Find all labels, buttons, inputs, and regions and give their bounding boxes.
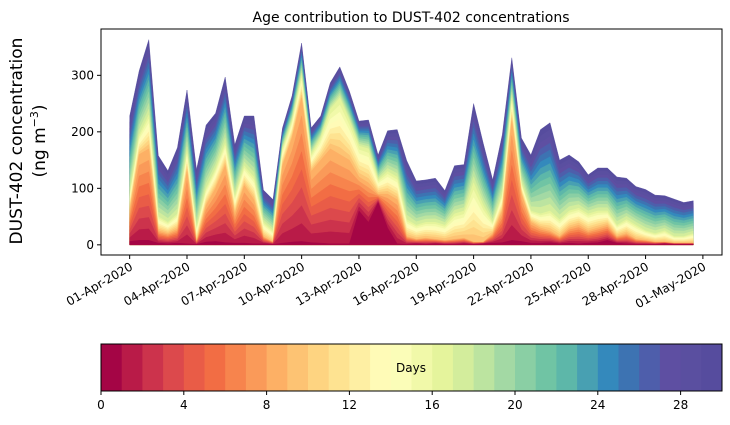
colorbar-band-11: [328, 344, 350, 391]
colorbar: [101, 344, 723, 391]
colorbar-tick-label: 0: [97, 398, 105, 412]
y-tick-label: 0: [86, 238, 94, 252]
colorbar-band-1: [121, 344, 143, 391]
plot-frame: [100, 28, 723, 256]
colorbar-band-4: [183, 344, 205, 391]
y-axis-unit-prefix: (ng m: [30, 127, 50, 177]
y-axis-label-line2: (ng m−3): [28, 104, 50, 177]
colorbar-band-16: [432, 344, 454, 391]
colorbar-band-5: [204, 344, 226, 391]
colorbar-band-21: [535, 344, 557, 391]
colorbar-tick-label: 16: [425, 398, 440, 412]
colorbar-band-17: [452, 344, 475, 391]
colorbar-tick-label: 4: [180, 398, 188, 412]
y-axis-label: DUST-402 concentration (ng m−3): [7, 38, 50, 245]
colorbar-band-24: [597, 344, 619, 391]
colorbar-band-3: [163, 344, 185, 391]
colorbar-band-6: [225, 344, 247, 391]
colorbar-band-10: [308, 344, 330, 391]
colorbar-band-27: [659, 344, 682, 391]
colorbar-band-18: [473, 344, 495, 391]
colorbar-band-14: [390, 344, 412, 391]
x-axis: 01-Apr-202004-Apr-202007-Apr-202010-Apr-…: [64, 255, 708, 311]
chart-title: Age contribution to DUST-402 concentrati…: [253, 10, 570, 26]
colorbar-band-28: [680, 344, 702, 391]
colorbar-tick-label: 20: [507, 398, 522, 412]
y-tick-label: 200: [71, 125, 94, 139]
colorbar-band-23: [577, 344, 599, 391]
colorbar-band-2: [142, 344, 164, 391]
colorbar-band-0: [101, 344, 123, 391]
colorbar-band-25: [618, 344, 640, 391]
colorbar-band-7: [245, 344, 268, 391]
colorbar-band-15: [411, 344, 433, 391]
colorbar-band-20: [515, 344, 537, 391]
colorbar-ticks: 0 4 8 12 16 20 24 28: [97, 391, 688, 412]
colorbar-band-12: [349, 344, 371, 391]
colorbar-frame: [100, 343, 723, 392]
y-tick-label: 100: [71, 181, 94, 195]
colorbar-tick-label: 24: [590, 398, 605, 412]
colorbar-label: Days: [396, 361, 426, 375]
colorbar-band-8: [266, 344, 288, 391]
colorbar-tick-label: 8: [263, 398, 271, 412]
y-axis-label-line1: DUST-402 concentration: [7, 38, 27, 245]
colorbar-band-13: [370, 344, 392, 391]
colorbar-band-26: [639, 344, 661, 391]
stacked-area-layers: [129, 39, 694, 245]
y-axis: 0 100 200 300: [71, 68, 101, 252]
colorbar-band-9: [287, 344, 309, 391]
area-layer-age-0: [129, 201, 694, 245]
y-tick-label: 300: [71, 68, 94, 82]
colorbar-band-19: [494, 344, 516, 391]
colorbar-band-22: [556, 344, 578, 391]
colorbar-tick-label: 12: [342, 398, 357, 412]
y-axis-unit-exponent: −3: [28, 111, 41, 127]
colorbar-tick-label: 28: [673, 398, 688, 412]
colorbar-band-29: [701, 344, 723, 391]
y-axis-unit-suffix: ): [30, 104, 50, 111]
